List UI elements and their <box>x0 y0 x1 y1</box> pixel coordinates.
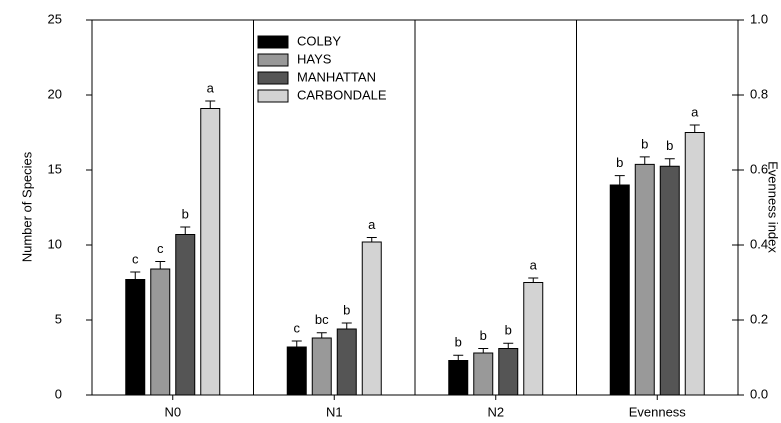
y2-tick-label: 0.0 <box>750 386 768 401</box>
x-tick-label: Evenness <box>629 404 687 419</box>
bar <box>361 241 382 396</box>
bar <box>609 184 630 396</box>
legend-swatch <box>257 35 289 49</box>
significance-label: a <box>530 257 538 272</box>
x-tick-label: N0 <box>164 404 181 419</box>
legend-swatch <box>257 53 289 67</box>
bar <box>498 348 519 396</box>
significance-label: b <box>505 323 512 338</box>
significance-label: c <box>294 320 301 335</box>
bar <box>125 279 146 396</box>
y-tick-label: 10 <box>48 236 62 251</box>
significance-label: a <box>691 104 699 119</box>
significance-label: a <box>207 80 215 95</box>
significance-label: c <box>157 241 164 256</box>
bar <box>473 352 494 396</box>
y-tick-label: 5 <box>55 311 62 326</box>
significance-label: c <box>132 251 139 266</box>
y2-tick-label: 1.0 <box>750 11 768 26</box>
bar <box>200 108 221 396</box>
bar <box>336 328 357 396</box>
y-axis-label: Number of Species <box>19 151 34 262</box>
legend-swatch <box>257 89 289 103</box>
y2-tick-label: 0.4 <box>750 236 768 251</box>
bar <box>684 132 705 396</box>
y-tick-label: 25 <box>48 11 62 26</box>
y2-axis-label: Evenness index <box>766 161 781 253</box>
y2-tick-label: 0.8 <box>750 86 768 101</box>
legend-label: CARBONDALE <box>297 87 387 102</box>
significance-label: b <box>480 328 487 343</box>
significance-label: b <box>641 136 648 151</box>
bar <box>311 337 332 396</box>
y-tick-label: 15 <box>48 161 62 176</box>
significance-label: b <box>666 138 673 153</box>
significance-label: b <box>455 335 462 350</box>
y2-tick-label: 0.2 <box>750 311 768 326</box>
bar <box>150 268 171 396</box>
bar <box>634 163 655 396</box>
y-tick-label: 0 <box>55 386 62 401</box>
y2-tick-label: 0.6 <box>750 161 768 176</box>
legend-label: COLBY <box>297 33 341 48</box>
x-tick-label: N2 <box>487 404 504 419</box>
bar <box>448 360 469 396</box>
legend-swatch <box>257 71 289 85</box>
significance-label: b <box>616 155 623 170</box>
significance-label: b <box>182 206 189 221</box>
significance-label: b <box>343 302 350 317</box>
bar <box>659 165 680 396</box>
bar <box>523 282 544 396</box>
legend-label: MANHATTAN <box>297 69 376 84</box>
bar <box>286 346 307 396</box>
significance-label: bc <box>315 312 329 327</box>
x-tick-label: N1 <box>326 404 343 419</box>
bar <box>175 234 196 396</box>
legend-label: HAYS <box>297 51 332 66</box>
significance-label: a <box>368 217 376 232</box>
y-tick-label: 20 <box>48 86 62 101</box>
